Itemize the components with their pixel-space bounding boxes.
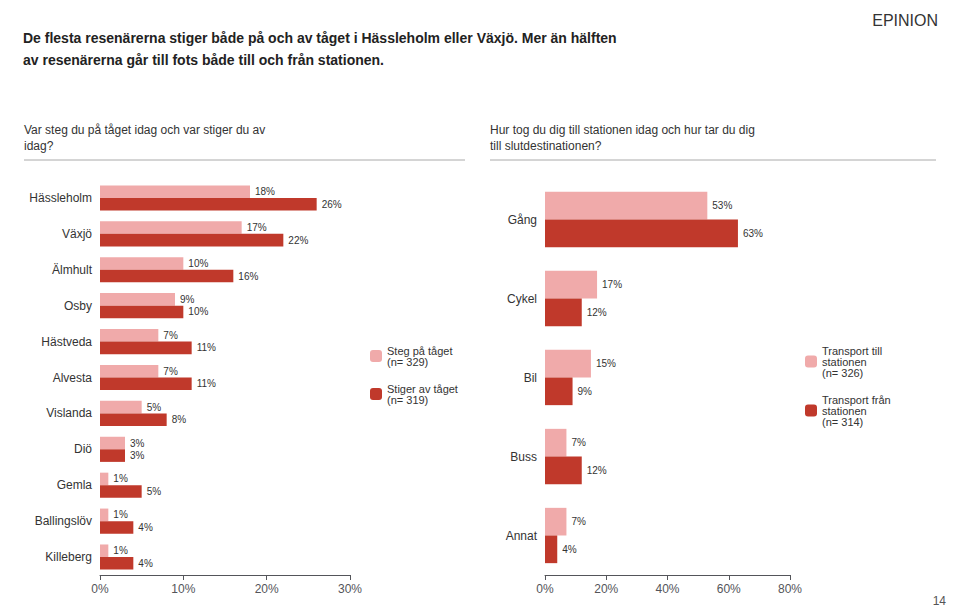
svg-text:1%: 1% (113, 473, 128, 484)
svg-text:stationen: stationen (822, 355, 867, 368)
svg-text:Var steg du på tåget idag och: Var steg du på tåget idag och var stiger… (24, 123, 265, 137)
svg-text:7%: 7% (571, 516, 586, 527)
svg-text:Steg på tåget: Steg på tåget (387, 344, 453, 357)
svg-text:Bil: Bil (524, 371, 537, 385)
svg-text:stationen: stationen (822, 404, 867, 417)
svg-text:5%: 5% (147, 402, 162, 413)
svg-text:till slutdestinationen?: till slutdestinationen? (490, 139, 602, 153)
svg-text:av resenärerna går till fots b: av resenärerna går till fots både till o… (23, 52, 384, 68)
svg-text:10%: 10% (171, 582, 195, 596)
svg-text:3%: 3% (130, 438, 145, 449)
svg-text:80%: 80% (778, 582, 802, 596)
svg-text:Hur tog du dig till stationen: Hur tog du dig till stationen idag och h… (490, 123, 755, 137)
svg-text:Transport till: Transport till (822, 344, 883, 357)
svg-text:0%: 0% (536, 582, 554, 596)
svg-text:9%: 9% (180, 294, 195, 305)
svg-text:(n= 329): (n= 329) (387, 356, 428, 368)
svg-text:9%: 9% (578, 386, 593, 397)
svg-text:17%: 17% (602, 279, 622, 290)
svg-text:14: 14 (933, 594, 947, 608)
svg-text:1%: 1% (113, 545, 128, 556)
svg-text:(n= 314): (n= 314) (822, 416, 863, 428)
svg-text:Killeberg: Killeberg (45, 550, 92, 564)
svg-text:22%: 22% (288, 235, 308, 246)
svg-text:Alvesta: Alvesta (53, 371, 93, 385)
svg-text:Transport från: Transport från (822, 393, 891, 406)
svg-text:3%: 3% (130, 450, 145, 461)
svg-text:Älmhult: Älmhult (52, 263, 93, 277)
svg-text:18%: 18% (255, 186, 275, 197)
svg-text:20%: 20% (594, 582, 618, 596)
svg-text:17%: 17% (247, 222, 267, 233)
svg-text:Vislanda: Vislanda (46, 406, 92, 420)
svg-text:(n= 326): (n= 326) (822, 367, 863, 379)
svg-text:Cykel: Cykel (507, 292, 537, 306)
svg-text:De flesta resenärerna stiger b: De flesta resenärerna stiger både på och… (23, 30, 617, 46)
svg-text:60%: 60% (717, 582, 741, 596)
svg-text:4%: 4% (562, 544, 577, 555)
svg-text:4%: 4% (138, 522, 153, 533)
svg-text:16%: 16% (238, 271, 258, 282)
svg-text:Stiger av tåget: Stiger av tåget (387, 382, 458, 395)
svg-text:Diö: Diö (74, 442, 92, 456)
svg-text:10%: 10% (188, 306, 208, 317)
svg-text:0%: 0% (91, 582, 109, 596)
svg-text:8%: 8% (172, 414, 187, 425)
svg-text:4%: 4% (138, 558, 153, 569)
svg-text:1%: 1% (113, 509, 128, 520)
svg-text:20%: 20% (255, 582, 279, 596)
svg-text:7%: 7% (163, 366, 178, 377)
svg-text:idag?: idag? (24, 139, 54, 153)
svg-text:11%: 11% (197, 342, 216, 353)
svg-text:12%: 12% (587, 465, 607, 476)
svg-text:10%: 10% (188, 258, 208, 269)
svg-text:53%: 53% (712, 200, 732, 211)
svg-text:5%: 5% (147, 486, 162, 497)
svg-text:Annat: Annat (506, 529, 538, 543)
svg-text:26%: 26% (322, 199, 342, 210)
svg-text:7%: 7% (571, 437, 586, 448)
svg-text:Osby: Osby (64, 299, 92, 313)
svg-text:Växjö: Växjö (62, 227, 92, 241)
svg-text:40%: 40% (655, 582, 679, 596)
svg-text:Hässleholm: Hässleholm (29, 191, 92, 205)
svg-text:Buss: Buss (510, 450, 537, 464)
svg-text:15%: 15% (596, 358, 616, 369)
svg-text:Hästveda: Hästveda (41, 335, 92, 349)
svg-text:(n= 319): (n= 319) (387, 394, 428, 406)
svg-text:63%: 63% (743, 228, 763, 239)
svg-text:Gång: Gång (508, 213, 537, 227)
svg-text:Ballingslöv: Ballingslöv (35, 514, 92, 528)
svg-text:Gemla: Gemla (57, 478, 93, 492)
svg-text:11%: 11% (197, 378, 216, 389)
svg-text:7%: 7% (163, 330, 178, 341)
svg-text:12%: 12% (587, 307, 607, 318)
svg-text:EPINION: EPINION (872, 12, 938, 29)
svg-text:30%: 30% (338, 582, 362, 596)
